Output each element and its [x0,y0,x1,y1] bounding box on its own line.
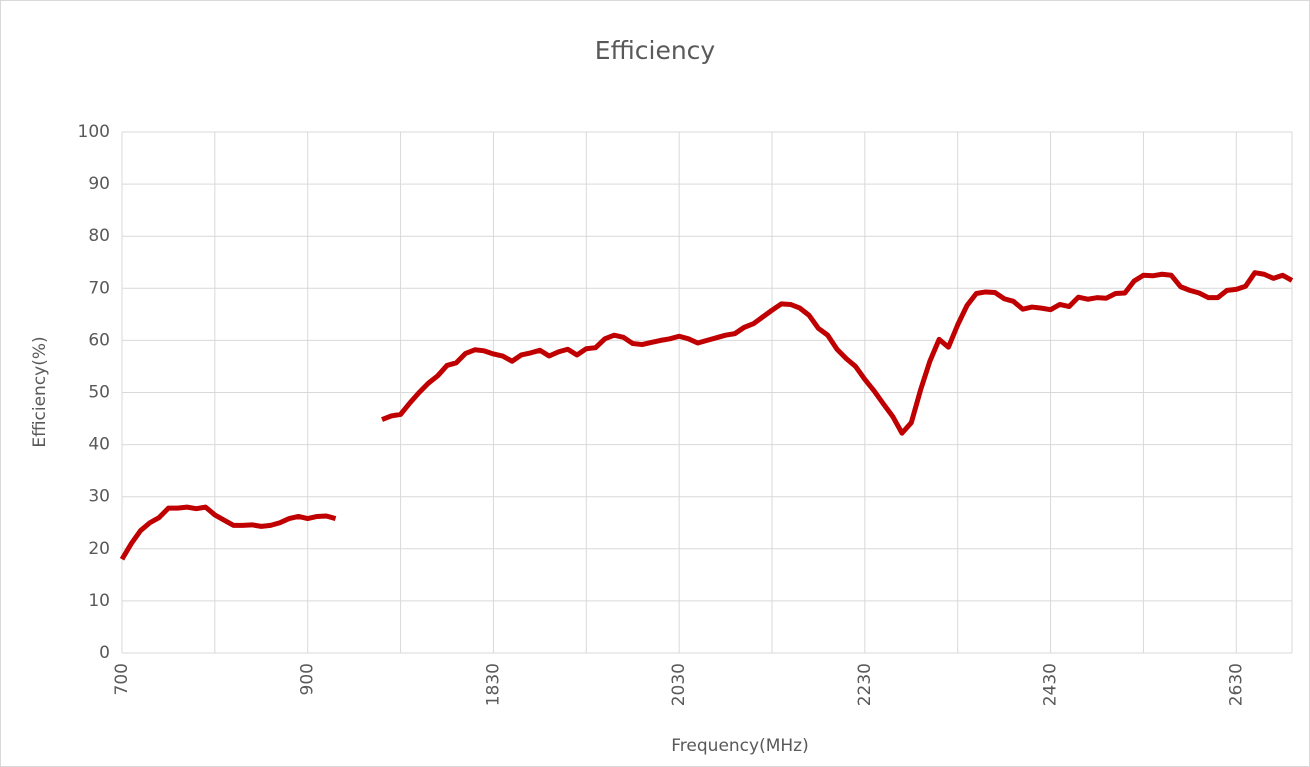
x-tick-label: 2230 [855,663,875,706]
x-tick-label: 2430 [1041,663,1061,706]
x-axis-label: Frequency(MHz) [671,736,808,756]
x-tick-label: 2630 [1226,663,1246,706]
y-tick-label: 100 [78,122,110,142]
y-tick-label: 30 [88,487,110,507]
y-tick-label: 20 [88,539,110,559]
y-tick-label: 10 [88,591,110,611]
chart-title: Efficiency [595,36,716,65]
y-tick-label: 70 [88,278,110,298]
y-tick-label: 0 [99,643,110,663]
x-tick-label: 900 [298,663,318,695]
y-tick-label: 40 [88,435,110,455]
y-tick-label: 60 [88,330,110,350]
y-tick-label: 50 [88,383,110,403]
y-tick-label: 90 [88,174,110,194]
x-tick-label: 1830 [483,663,503,706]
x-tick-label: 2030 [669,663,689,706]
data-line [119,270,1294,561]
y-tick-label: 80 [88,226,110,246]
x-tick-label: 700 [112,663,132,695]
y-axis-label: Efficiency(%) [30,336,50,447]
